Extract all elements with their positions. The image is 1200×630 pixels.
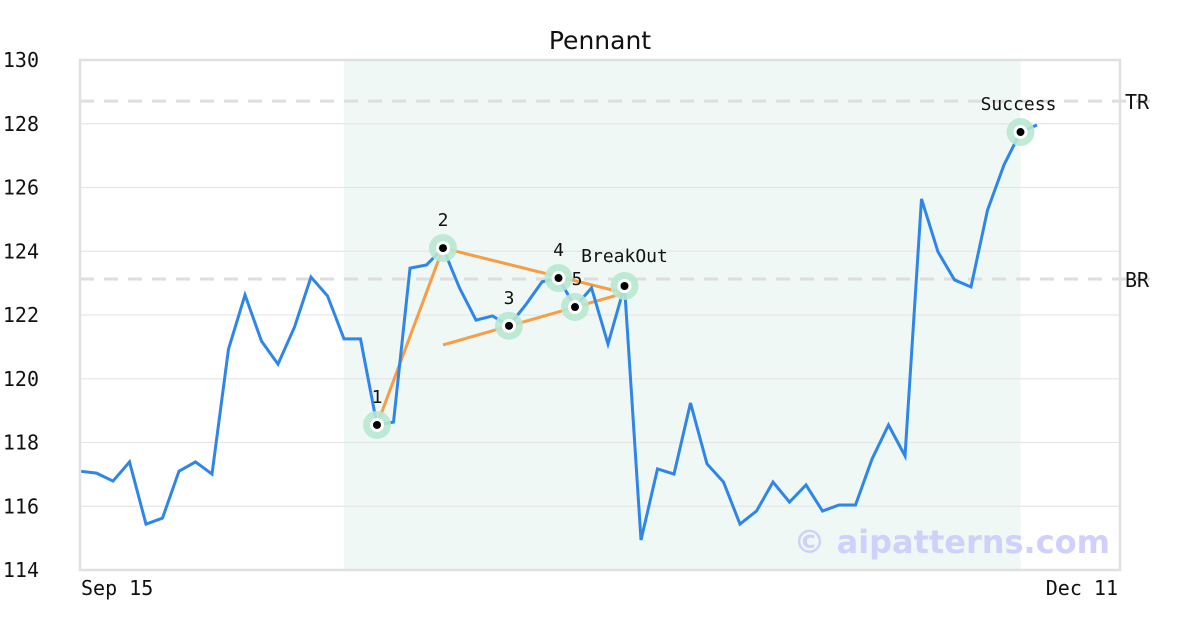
marker-dot — [571, 303, 579, 312]
marker-dot — [373, 420, 381, 429]
watermark: © aipatterns.com — [793, 523, 1110, 561]
trendline — [375, 247, 445, 426]
chart-title: Pennant — [549, 26, 651, 55]
y-tick-label: 120 — [3, 367, 39, 391]
x-tick-label-start: Sep 15 — [81, 576, 153, 600]
x-tick-label-end: Dec 11 — [1046, 576, 1118, 600]
marker-label: 4 — [553, 240, 564, 261]
marker-dot — [554, 274, 563, 283]
y-tick-label: 130 — [3, 48, 39, 72]
reference-label-br: BR — [1125, 268, 1150, 292]
marker-dot — [1016, 128, 1025, 137]
marker-label: 3 — [504, 288, 515, 309]
y-axis: 114 116 118 120 122 124 126 128 130 — [3, 48, 39, 582]
y-tick-label: 116 — [3, 494, 39, 518]
marker-dot — [439, 244, 447, 253]
marker-label: 5 — [572, 269, 583, 290]
marker-label: BreakOut — [581, 246, 668, 267]
y-tick-label: 124 — [3, 239, 39, 263]
plot-frame — [78, 58, 1122, 572]
y-tick-label: 114 — [3, 558, 39, 582]
marker-dot — [505, 321, 513, 330]
reference-label-tr: TR — [1125, 90, 1150, 114]
y-tick-label: 122 — [3, 303, 39, 327]
marker-label: 1 — [372, 387, 383, 408]
marker-label: 2 — [438, 210, 449, 231]
marker-label: Success — [981, 94, 1057, 115]
y-tick-label: 118 — [3, 431, 39, 455]
marker-dot — [620, 281, 629, 290]
y-tick-label: 128 — [3, 112, 39, 136]
trendline — [442, 246, 625, 295]
y-tick-label: 126 — [3, 176, 39, 200]
